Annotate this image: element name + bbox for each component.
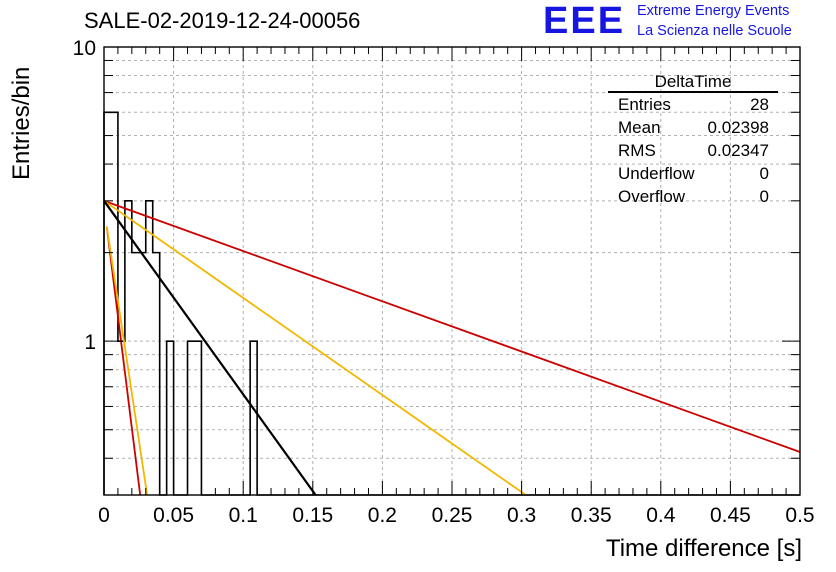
x-tick-label: 0.2 (368, 504, 397, 527)
x-tick-label: 0 (98, 504, 110, 527)
x-tick-label: 0.5 (785, 504, 814, 527)
histogram-bin (104, 112, 111, 495)
x-tick-label: 0.15 (292, 504, 333, 527)
x-tick-label: 0.1 (229, 504, 258, 527)
histogram-bin (250, 341, 257, 495)
x-tick-label: 0.25 (432, 504, 473, 527)
stats-label: Overflow (618, 187, 686, 206)
x-tick-label: 0.05 (153, 504, 194, 527)
stats-value: 28 (750, 95, 769, 114)
stats-label: Entries (618, 95, 671, 114)
histogram-bin (167, 341, 174, 495)
logo-text-line1: Extreme Energy Events (637, 3, 790, 19)
y-tick-label: 10 (73, 37, 96, 60)
stats-value: 0 (760, 164, 769, 183)
fit-curve-line (103, 199, 801, 453)
stats-label: RMS (618, 141, 656, 160)
x-tick-label: 0.4 (646, 504, 676, 527)
axes: 0 0.05 0.1 0.15 0.2 0.25 0.3 0.35 0.4 0.45 0.5 1 10 (73, 37, 815, 527)
stats-value: 0.02347 (708, 141, 769, 160)
x-tick-label: 0.45 (710, 504, 751, 527)
fit-curve-line (103, 200, 527, 496)
fit-curve-line (103, 200, 317, 496)
histogram-bin (194, 341, 201, 495)
histogram-bin (153, 253, 160, 495)
logo-text-line2: La Scienza nelle Scuole (637, 23, 792, 39)
histogram-bin (146, 201, 153, 495)
stats-value: 0.02398 (708, 118, 769, 137)
y-tick-label: 1 (84, 331, 96, 354)
fit-curve-line (105, 226, 142, 496)
grid (104, 47, 800, 495)
stats-label: Underflow (618, 164, 695, 183)
x-axis-label: Time difference [s] (605, 535, 802, 562)
histogram-bin (188, 341, 195, 495)
eee-logo: EEE (543, 0, 626, 42)
fit-curve-line (105, 226, 149, 496)
stats-title: DeltaTime (655, 72, 732, 91)
x-tick-label: 0.3 (507, 504, 536, 527)
chart-title: SALE-02-2019-12-24-00056 (84, 8, 361, 33)
x-tick-label: 0.35 (571, 504, 612, 527)
fit-curves (103, 199, 801, 496)
stats-value: 0 (760, 187, 769, 206)
stats-label: Mean (618, 118, 661, 137)
stats-box: DeltaTime Entries 28 Mean 0.02398 RMS 0.02347 U… (608, 72, 778, 206)
